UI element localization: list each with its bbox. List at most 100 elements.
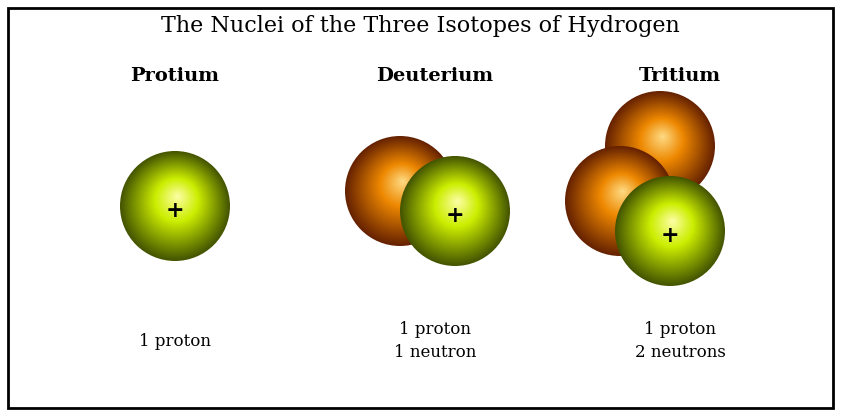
Circle shape bbox=[565, 146, 675, 256]
Circle shape bbox=[629, 187, 712, 270]
Circle shape bbox=[431, 181, 481, 230]
Text: Deuterium: Deuterium bbox=[377, 67, 494, 85]
Circle shape bbox=[634, 191, 707, 264]
Circle shape bbox=[151, 176, 201, 225]
Circle shape bbox=[175, 194, 180, 199]
Circle shape bbox=[129, 158, 222, 251]
Circle shape bbox=[642, 119, 682, 160]
Circle shape bbox=[632, 190, 709, 267]
Circle shape bbox=[420, 171, 493, 244]
Circle shape bbox=[177, 196, 178, 197]
Circle shape bbox=[395, 175, 410, 190]
Circle shape bbox=[594, 168, 649, 223]
Circle shape bbox=[647, 201, 696, 250]
Circle shape bbox=[172, 192, 183, 203]
Circle shape bbox=[637, 193, 705, 261]
Circle shape bbox=[646, 200, 697, 251]
Circle shape bbox=[375, 159, 428, 213]
Circle shape bbox=[614, 98, 707, 191]
Circle shape bbox=[666, 216, 679, 229]
Circle shape bbox=[577, 155, 664, 243]
Circle shape bbox=[374, 158, 429, 213]
Circle shape bbox=[615, 99, 706, 190]
Circle shape bbox=[383, 166, 420, 203]
Circle shape bbox=[449, 194, 466, 211]
Circle shape bbox=[147, 172, 205, 231]
Circle shape bbox=[635, 192, 706, 263]
Circle shape bbox=[641, 196, 701, 257]
Text: +: + bbox=[166, 200, 184, 222]
Circle shape bbox=[410, 163, 501, 255]
Circle shape bbox=[414, 166, 498, 251]
Circle shape bbox=[584, 160, 659, 235]
Text: Protium: Protium bbox=[130, 67, 220, 85]
Circle shape bbox=[456, 200, 459, 203]
Circle shape bbox=[371, 156, 431, 217]
Circle shape bbox=[379, 163, 424, 207]
Circle shape bbox=[611, 181, 634, 205]
Circle shape bbox=[347, 138, 453, 244]
Circle shape bbox=[664, 214, 680, 231]
Circle shape bbox=[645, 199, 698, 253]
Circle shape bbox=[122, 153, 228, 259]
Circle shape bbox=[628, 186, 713, 271]
Circle shape bbox=[644, 122, 680, 157]
Circle shape bbox=[151, 175, 202, 226]
Circle shape bbox=[612, 183, 632, 203]
Circle shape bbox=[595, 170, 647, 221]
Circle shape bbox=[167, 188, 188, 208]
Circle shape bbox=[363, 150, 438, 225]
Circle shape bbox=[396, 176, 409, 189]
Circle shape bbox=[609, 94, 711, 197]
Circle shape bbox=[632, 189, 710, 267]
Circle shape bbox=[438, 186, 475, 223]
Circle shape bbox=[651, 204, 693, 246]
Circle shape bbox=[120, 151, 230, 261]
Circle shape bbox=[640, 196, 702, 258]
Circle shape bbox=[416, 169, 495, 248]
Circle shape bbox=[398, 177, 407, 186]
Circle shape bbox=[602, 175, 641, 214]
Circle shape bbox=[600, 173, 643, 217]
Circle shape bbox=[411, 165, 500, 253]
Circle shape bbox=[394, 174, 410, 191]
Circle shape bbox=[588, 164, 654, 230]
Circle shape bbox=[452, 197, 463, 208]
Circle shape bbox=[352, 142, 448, 238]
Circle shape bbox=[389, 170, 415, 197]
Text: +: + bbox=[446, 205, 464, 227]
Circle shape bbox=[658, 209, 687, 238]
Circle shape bbox=[607, 179, 637, 208]
Circle shape bbox=[584, 161, 658, 234]
Circle shape bbox=[659, 210, 685, 237]
Circle shape bbox=[165, 186, 189, 210]
Circle shape bbox=[357, 146, 444, 232]
Circle shape bbox=[604, 176, 640, 213]
Circle shape bbox=[143, 169, 209, 235]
Circle shape bbox=[157, 180, 196, 219]
Circle shape bbox=[126, 156, 225, 255]
Circle shape bbox=[442, 188, 473, 220]
Circle shape bbox=[428, 178, 484, 235]
Circle shape bbox=[382, 165, 422, 205]
Circle shape bbox=[569, 149, 671, 252]
Circle shape bbox=[631, 188, 711, 269]
Circle shape bbox=[631, 111, 691, 172]
Circle shape bbox=[578, 156, 664, 242]
Circle shape bbox=[621, 191, 624, 192]
Circle shape bbox=[164, 186, 190, 211]
Circle shape bbox=[659, 133, 666, 141]
Circle shape bbox=[663, 213, 681, 232]
Circle shape bbox=[135, 162, 217, 245]
Circle shape bbox=[659, 210, 685, 236]
Circle shape bbox=[611, 96, 710, 195]
Circle shape bbox=[625, 183, 717, 275]
Circle shape bbox=[652, 205, 692, 245]
Circle shape bbox=[430, 179, 483, 233]
Circle shape bbox=[661, 135, 664, 138]
Circle shape bbox=[155, 178, 198, 222]
Circle shape bbox=[608, 93, 712, 198]
Circle shape bbox=[429, 178, 484, 233]
Circle shape bbox=[130, 158, 221, 250]
Circle shape bbox=[138, 165, 214, 240]
